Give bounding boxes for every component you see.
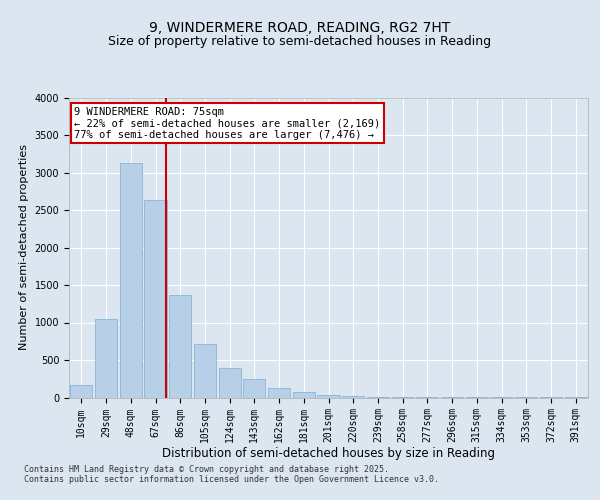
Text: Size of property relative to semi-detached houses in Reading: Size of property relative to semi-detach… — [109, 34, 491, 48]
Text: 9 WINDERMERE ROAD: 75sqm
← 22% of semi-detached houses are smaller (2,169)
77% o: 9 WINDERMERE ROAD: 75sqm ← 22% of semi-d… — [74, 106, 380, 140]
Bar — [70, 385, 92, 398]
Bar — [268, 388, 290, 398]
Bar — [169, 295, 191, 398]
X-axis label: Distribution of semi-detached houses by size in Reading: Distribution of semi-detached houses by … — [162, 446, 495, 460]
Bar — [218, 368, 241, 398]
Bar — [342, 396, 364, 398]
Bar — [367, 397, 389, 398]
Text: Contains HM Land Registry data © Crown copyright and database right 2025.: Contains HM Land Registry data © Crown c… — [24, 464, 389, 473]
Bar — [194, 344, 216, 398]
Bar — [119, 163, 142, 398]
Bar — [95, 319, 117, 398]
Bar — [317, 394, 340, 398]
Text: Contains public sector information licensed under the Open Government Licence v3: Contains public sector information licen… — [24, 474, 439, 484]
Bar — [293, 392, 315, 398]
Bar — [145, 200, 167, 398]
Y-axis label: Number of semi-detached properties: Number of semi-detached properties — [19, 144, 29, 350]
Text: 9, WINDERMERE ROAD, READING, RG2 7HT: 9, WINDERMERE ROAD, READING, RG2 7HT — [149, 20, 451, 34]
Bar — [243, 379, 265, 398]
